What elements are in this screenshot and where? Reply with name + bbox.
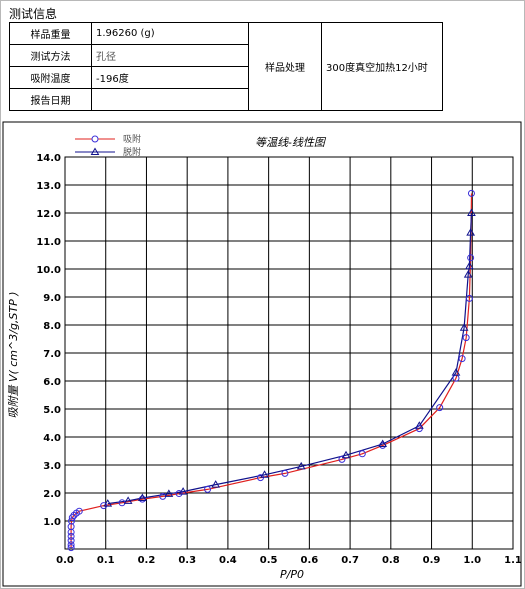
chart-ticks: 0.0 0.1 0.2 0.3 0.4 0.5 0.6 0.7 0.8 0.9 1.0 1.1 1.0 2… xyxy=(36,153,522,566)
legend-adsorption-marker xyxy=(91,135,99,143)
adsorption-point xyxy=(467,254,475,262)
x-tick-label: 1.1 xyxy=(504,555,522,566)
chart-border xyxy=(2,121,522,587)
y-tick-label: 14.0 xyxy=(36,153,61,164)
desorption-point xyxy=(378,439,388,447)
y-tick-label: 5.0 xyxy=(43,405,61,416)
chart-legend: 吸附 脱附 xyxy=(75,133,141,158)
adsorption-point xyxy=(204,485,212,493)
adsorption-point xyxy=(67,532,75,540)
desorption-point xyxy=(466,228,476,236)
adsorption-point xyxy=(436,404,444,412)
desorption-point xyxy=(451,368,461,376)
y-tick-label: 6.0 xyxy=(43,377,61,388)
y-tick-label: 3.0 xyxy=(43,461,61,472)
date-label: 报告日期 xyxy=(9,88,92,111)
chart-grid xyxy=(64,156,514,550)
desorption-point xyxy=(463,270,473,278)
adsorption-point xyxy=(458,355,466,363)
y-tick-label: 9.0 xyxy=(43,293,61,304)
series-line-adsorption xyxy=(70,193,473,548)
x-tick-label: 0.4 xyxy=(219,555,237,566)
x-tick-label: 0.0 xyxy=(56,555,74,566)
x-tick-label: 0.2 xyxy=(138,555,156,566)
adsorption-point xyxy=(67,537,75,545)
adsorption-point xyxy=(467,189,475,197)
desorption-point xyxy=(178,487,188,495)
adsorption-point xyxy=(175,490,183,498)
x-tick-label: 1.0 xyxy=(463,555,481,566)
x-tick-label: 0.8 xyxy=(382,555,400,566)
desorption-point xyxy=(459,323,469,331)
y-axis-label: 吸附量 V( cm^3/g,STP ) xyxy=(7,291,20,418)
desorption-point xyxy=(123,496,133,504)
x-tick-label: 0.5 xyxy=(260,555,278,566)
treatment-value: 300度真空加热12小时 xyxy=(321,22,443,111)
x-tick-label: 0.6 xyxy=(301,555,319,566)
adsorption-point xyxy=(465,294,473,302)
y-tick-label: 2.0 xyxy=(43,489,61,500)
x-tick-label: 0.7 xyxy=(341,555,359,566)
desorption-point xyxy=(138,493,147,502)
adsorption-point xyxy=(462,334,470,342)
adsorption-point xyxy=(358,450,366,458)
y-tick-label: 7.0 xyxy=(43,349,61,360)
chart-series xyxy=(67,189,476,552)
x-tick-label: 0.9 xyxy=(423,555,441,566)
legend-adsorption-label: 吸附 xyxy=(123,133,141,145)
y-tick-label: 12.0 xyxy=(36,209,61,220)
desorption-point xyxy=(465,261,474,270)
y-tick-label: 4.0 xyxy=(43,433,61,444)
sample-info-table: 样品重量 1.96260 (g) 样品处理 300度真空加热12小时 测试方法 … xyxy=(9,22,443,111)
adsorption-point xyxy=(68,517,76,525)
y-tick-label: 13.0 xyxy=(36,181,61,192)
desorption-point xyxy=(164,489,174,497)
y-tick-label: 1.0 xyxy=(43,517,61,528)
section-title: 测试信息 xyxy=(9,7,58,21)
desorption-point xyxy=(341,450,351,459)
x-axis-label: P/P0 xyxy=(280,568,304,581)
legend-desorption-marker xyxy=(90,147,100,155)
desorption-point xyxy=(414,421,424,429)
adsorption-point xyxy=(281,469,289,477)
date-value xyxy=(91,88,249,111)
series-line-desorption xyxy=(107,212,473,505)
legend-desorption-label: 脱附 xyxy=(123,146,141,158)
y-tick-label: 8.0 xyxy=(43,321,61,332)
y-tick-label: 11.0 xyxy=(36,237,61,248)
x-tick-label: 0.3 xyxy=(178,555,196,566)
desorption-point xyxy=(211,480,221,488)
adsorption-point xyxy=(67,544,75,552)
adsorption-point xyxy=(100,502,108,510)
adsorption-point xyxy=(338,455,346,463)
x-tick-label: 0.1 xyxy=(97,555,115,566)
desorption-point xyxy=(103,499,113,507)
y-tick-label: 10.0 xyxy=(36,265,61,276)
desorption-point xyxy=(296,461,306,470)
desorption-point xyxy=(467,208,476,216)
adsorption-point xyxy=(75,507,83,515)
chart-title: 等温线-线性图 xyxy=(255,136,327,149)
desorption-point xyxy=(260,470,269,478)
adsorption-point xyxy=(67,541,75,549)
